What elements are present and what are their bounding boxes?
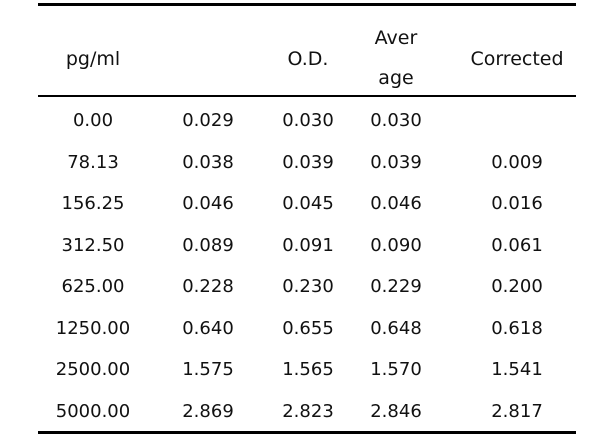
top-rule (38, 3, 576, 6)
cell-od-1: 0.640 (182, 317, 234, 339)
cell-average: 2.846 (370, 400, 422, 422)
cell-concentration: 78.13 (67, 151, 119, 173)
table-body: 0.00 0.029 0.030 0.030 78.13 0.038 0.039… (38, 97, 576, 431)
cell-concentration: 1250.00 (55, 317, 131, 339)
table-row: 5000.00 2.869 2.823 2.846 2.817 (38, 390, 576, 432)
cell-od-2: 0.091 (282, 234, 334, 256)
header-od: O.D. (287, 48, 329, 70)
table-row: 312.50 0.089 0.091 0.090 0.061 (38, 224, 576, 266)
cell-concentration: 625.00 (61, 276, 125, 297)
header-rule (38, 95, 576, 97)
cell-concentration: 312.50 (61, 234, 125, 256)
cell-corrected: 0.618 (491, 317, 543, 339)
cell-average: 0.030 (370, 110, 422, 131)
cell-concentration: 0.00 (72, 110, 114, 131)
header-average-line2: age (378, 67, 414, 89)
cell-od-1: 1.575 (182, 359, 234, 380)
cell-od-1: 0.046 (182, 193, 234, 214)
cell-od-2: 2.823 (282, 400, 334, 422)
cell-od-2: 0.030 (282, 110, 334, 131)
cell-corrected: 0.200 (491, 276, 543, 297)
cell-od-2: 0.655 (282, 317, 334, 339)
cell-od-1: 0.029 (182, 110, 234, 131)
cell-corrected: 1.541 (491, 359, 543, 380)
cell-od-1: 0.038 (182, 151, 234, 173)
header-corrected: Corrected (470, 48, 564, 70)
cell-od-1: 2.869 (182, 400, 234, 422)
table-row: 2500.00 1.575 1.565 1.570 1.541 (38, 348, 576, 390)
cell-od-1: 0.228 (182, 276, 234, 297)
cell-od-2: 0.039 (282, 151, 334, 173)
header-average-line1: Aver (374, 27, 418, 49)
cell-average: 0.229 (370, 276, 422, 297)
cell-concentration: 156.25 (61, 193, 125, 214)
cell-corrected: 2.817 (491, 400, 543, 422)
table-row: 1250.00 0.640 0.655 0.648 0.618 (38, 307, 576, 349)
cell-concentration: 5000.00 (55, 400, 131, 422)
data-table: pg/ml O.D. Aver age Corrected 0.00 0.029… (38, 3, 576, 434)
table-header: pg/ml O.D. Aver age Corrected (38, 6, 576, 95)
cell-average: 0.039 (370, 151, 422, 173)
header-concentration: pg/ml (65, 48, 121, 70)
cell-od-2: 0.045 (282, 193, 334, 214)
table-row: 156.25 0.046 0.045 0.046 0.016 (38, 182, 576, 224)
cell-od-2: 0.230 (282, 276, 334, 297)
table-row: 0.00 0.029 0.030 0.030 (38, 99, 576, 141)
cell-corrected: 0.009 (491, 151, 543, 173)
cell-corrected: 0.061 (491, 234, 543, 256)
cell-corrected: 0.016 (491, 193, 543, 214)
cell-od-1: 0.089 (182, 234, 234, 256)
table-row: 625.00 0.228 0.230 0.229 0.200 (38, 265, 576, 307)
cell-concentration: 2500.00 (55, 359, 131, 380)
cell-average: 0.090 (370, 234, 422, 256)
cell-average: 0.046 (370, 193, 422, 214)
cell-average: 0.648 (370, 317, 422, 339)
cell-od-2: 1.565 (282, 359, 334, 380)
cell-average: 1.570 (370, 359, 422, 380)
table-row: 78.13 0.038 0.039 0.039 0.009 (38, 141, 576, 183)
header-average: Aver age (356, 27, 436, 107)
